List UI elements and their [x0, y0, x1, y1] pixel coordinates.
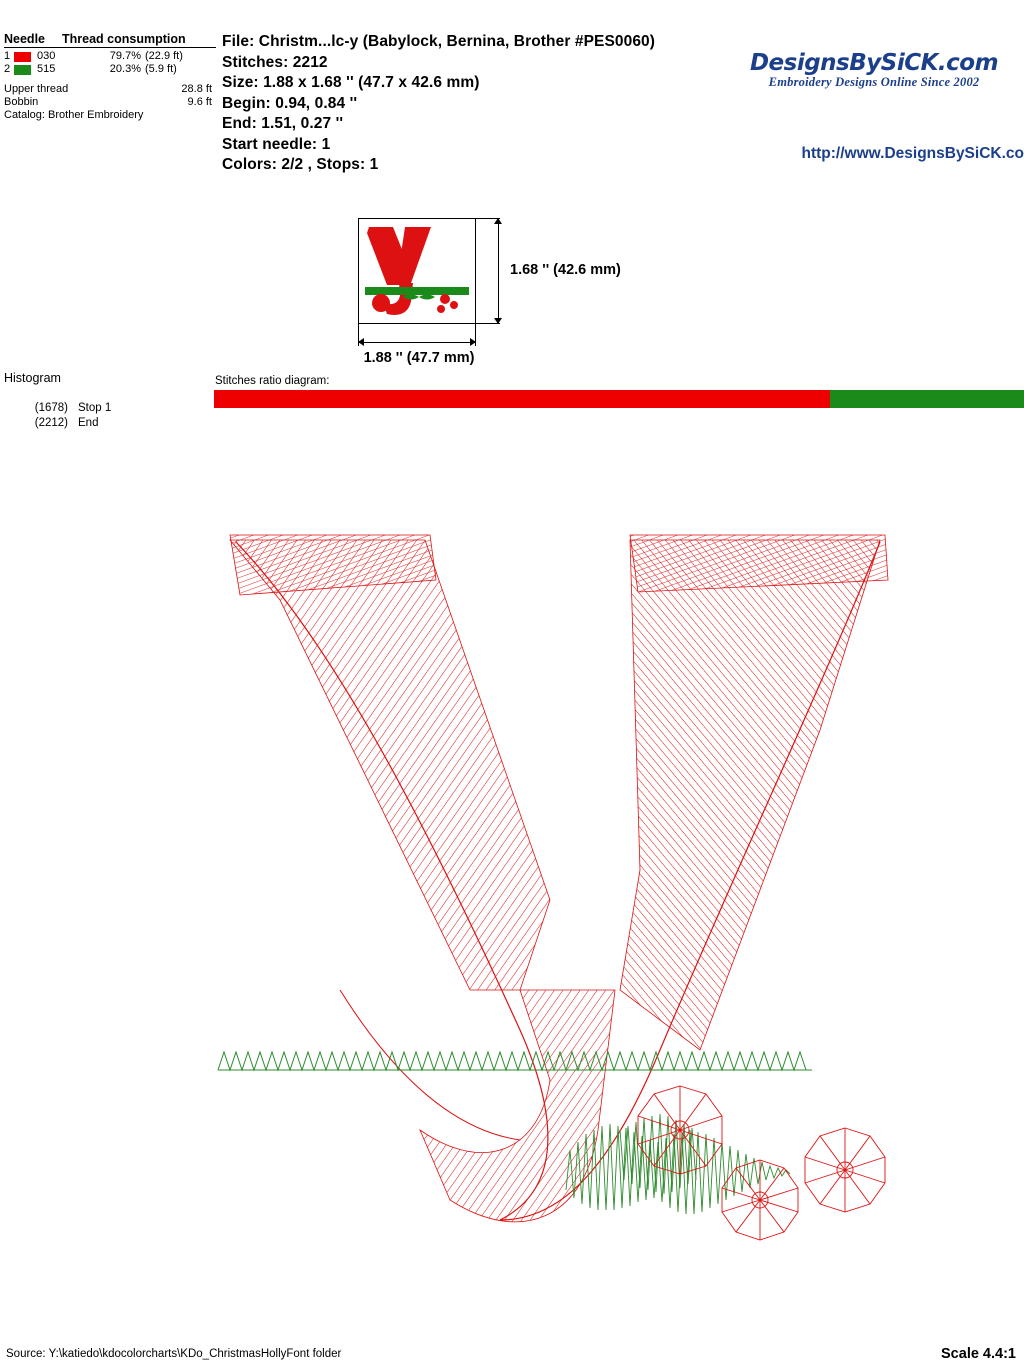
thread-totals: Upper thread 28.8 ft Bobbin 9.6 ft Catal… — [4, 83, 216, 122]
brand-url: http://www.DesignsBySiCK.co — [801, 145, 1024, 162]
dimension-line-horizontal — [359, 342, 476, 343]
needle-thread-table: Needle Thread consumption 1 030 79.7% (2… — [4, 32, 216, 122]
histogram-count: (2212) — [34, 417, 68, 429]
dimension-height-label: 1.68 '' (42.6 mm) — [510, 262, 621, 278]
dimension-tick-top — [476, 218, 500, 219]
info-file: File: Christm...lc-y (Babylock, Bernina,… — [222, 33, 656, 50]
dimension-arrow-up — [494, 218, 502, 224]
stitches-ratio-label: Stitches ratio diagram: — [215, 375, 330, 387]
histogram-rows: (1678) Stop 1 (2212) End — [14, 401, 112, 431]
needle-table-header: Needle Thread consumption — [4, 32, 216, 46]
green-zigzag-band — [217, 1050, 812, 1072]
column-header-needle: Needle — [4, 32, 45, 46]
column-header-thread-consumption: Thread consumption — [62, 32, 186, 46]
footer-source-path: Source: Y:\katiedo\kdocolorcharts\KDo_Ch… — [6, 1348, 342, 1360]
preview-artwork-icon — [365, 227, 469, 315]
stitch-pattern-drawing — [217, 534, 889, 1241]
design-preview-area: 1.68 '' (42.6 mm) 1.88 '' (47.7 mm) — [358, 218, 628, 368]
total-upper-thread: Upper thread 28.8 ft — [4, 83, 216, 96]
brand-logo: DesignsBySiCK.com Embroidery Designs Onl… — [724, 50, 1024, 90]
info-end: End: 1.51, 0.27 '' — [222, 115, 344, 132]
brand-name: DesignsBySiCK.com — [749, 50, 999, 76]
ratio-segment-red — [214, 390, 830, 408]
histogram-title: Histogram — [4, 371, 61, 385]
catalog-line: Catalog: Brother Embroidery — [4, 109, 144, 121]
total-value: 28.8 ft — [181, 83, 212, 95]
dimension-arrow-right — [470, 338, 476, 346]
letter-y-red-stitches — [229, 534, 889, 1223]
color-swatch-1 — [14, 51, 31, 62]
red-berry-bursts — [637, 1085, 886, 1241]
thread-percent: 20.3% — [109, 63, 141, 75]
dimension-tick-bottom — [476, 323, 500, 324]
list-item: (2212) End — [14, 416, 111, 431]
info-colors: Colors: 2/2 , Stops: 1 — [222, 156, 379, 173]
info-start-needle: Start needle: 1 — [222, 135, 331, 153]
color-swatch-2 — [14, 64, 31, 75]
design-preview-thumbnail — [358, 218, 476, 324]
stitches-ratio-bar — [214, 390, 1024, 408]
footer-scale: Scale 4.4:1 — [941, 1346, 1016, 1362]
thread-code: 030 — [37, 50, 56, 62]
total-label: Upper thread — [4, 83, 69, 95]
list-item: (1678) Stop 1 — [14, 401, 112, 416]
needle-index: 2 — [4, 63, 11, 75]
table-row: 2 515 20.3% (5.9 ft) — [4, 63, 216, 76]
thread-code: 515 — [37, 63, 56, 75]
needle-index: 1 — [4, 50, 11, 62]
design-info-block: File: Christm...lc-y (Babylock, Bernina,… — [222, 32, 655, 176]
histogram-label: End — [78, 417, 99, 429]
dimension-tick-left — [358, 324, 359, 346]
info-begin: Begin: 0.94, 0.84 '' — [222, 94, 358, 112]
total-bobbin: Bobbin 9.6 ft — [4, 96, 216, 109]
dimension-arrow-left — [358, 338, 364, 346]
total-value: 9.6 ft — [187, 96, 212, 108]
dimension-line-vertical — [498, 219, 499, 324]
total-label: Bobbin — [4, 96, 39, 108]
thread-percent: 79.7% — [109, 50, 141, 62]
dimension-arrow-down — [494, 318, 502, 324]
dimension-tick-right — [475, 324, 476, 346]
info-size: Size: 1.88 x 1.68 '' (47.7 x 42.6 mm) — [222, 74, 480, 91]
brand-tagline: Embroidery Designs Online Since 2002 — [768, 75, 980, 89]
table-row: 1 030 79.7% (22.9 ft) — [4, 50, 216, 63]
dimension-width-label: 1.88 '' (47.7 mm) — [363, 350, 475, 366]
ratio-segment-green — [829, 390, 1024, 408]
info-stitches: Stitches: 2212 — [222, 53, 328, 71]
header-divider — [4, 47, 216, 48]
histogram-count: (1678) — [34, 402, 68, 414]
thread-length: (5.9 ft) — [145, 63, 177, 75]
histogram-label: Stop 1 — [78, 402, 112, 414]
thread-length: (22.9 ft) — [145, 50, 183, 62]
